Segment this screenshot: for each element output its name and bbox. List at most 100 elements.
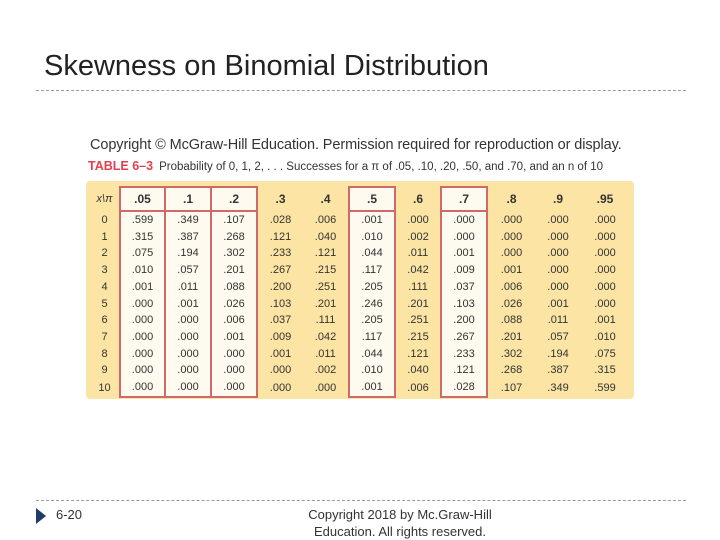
probability-cell: .011 (315, 347, 336, 360)
probability-cell: .000 (269, 364, 292, 377)
probability-cell: .042 (407, 264, 429, 277)
probability-cell: .009 (269, 330, 292, 343)
probability-cell: .000 (119, 345, 166, 363)
probability-cell: .000 (119, 328, 166, 346)
probability-cell: .315 (594, 364, 616, 377)
probability-cell: .268 (500, 364, 523, 377)
probability-cell: .000 (164, 362, 212, 380)
probability-cell: .000 (119, 312, 166, 329)
probability-cell: .000 (594, 280, 616, 293)
table-label: TABLE 6–3 (88, 159, 154, 173)
probability-cell: .201 (500, 330, 523, 343)
probability-cell: .000 (164, 345, 212, 363)
row-x-value: 4 (101, 280, 108, 293)
probability-cell: .088 (500, 314, 523, 327)
column-header: .05 (119, 186, 166, 212)
table-header-row: x\π .05.1.2 .3 .4 .5 .6 .7 .8 .9 .95 (90, 186, 629, 212)
probability-cell: .000 (594, 297, 616, 310)
probability-cell: .011 (547, 314, 569, 327)
probability-cell: .000 (594, 213, 616, 226)
probability-cell: .349 (547, 381, 569, 394)
table-row: 9.000.000.000.000.002.010.040.121.268.38… (90, 362, 629, 380)
probability-cell: .000 (594, 247, 616, 260)
probability-cell: .000 (440, 210, 488, 229)
probability-cell: .000 (500, 247, 523, 260)
title-divider (36, 90, 686, 91)
table-row: 2 .075.194.302 .233 .121 .044 .011 .001 .000 .00… (90, 245, 629, 263)
probability-cell: .002 (407, 230, 429, 243)
probability-cell: .205 (348, 312, 396, 329)
probability-cell: .000 (547, 213, 569, 226)
probability-cell: .000 (164, 328, 212, 346)
table-row: 3 .010.057.201 .267 .215 .117 .042 .009 .001 .00… (90, 262, 629, 279)
probability-cell: .201 (407, 297, 429, 310)
probability-cell: .057 (547, 330, 569, 343)
table-row: 0 .599.349.107 .028 .006 .001 .000 .000 .000 .00… (90, 210, 629, 229)
probability-cell: .121 (407, 347, 429, 360)
probability-cell: .000 (594, 264, 616, 277)
probability-cell: .117 (348, 328, 396, 346)
probability-cell: .001 (594, 314, 616, 327)
table-caption-text: Probability of 0, 1, 2, . . . Successes … (159, 161, 604, 173)
row-x-value: 10 (98, 381, 111, 394)
probability-cell: .010 (348, 362, 396, 380)
column-header: .1 (164, 186, 212, 212)
probability-cell: .246 (348, 295, 396, 313)
probability-cell: .194 (547, 347, 569, 360)
probability-cell: .000 (547, 247, 569, 260)
row-x-value: 1 (101, 230, 108, 243)
probability-cell: .121 (440, 362, 488, 380)
probability-cell: .001 (348, 210, 396, 229)
probability-cell: .000 (269, 381, 292, 394)
table-row: 1 .315.387.268 .121 .040 .010 .002 .000 .000 .00… (90, 228, 629, 246)
probability-cell: .037 (440, 278, 488, 296)
probability-cell: .000 (314, 381, 337, 394)
probability-cell: .302 (500, 347, 523, 360)
probability-cell: .233 (440, 345, 488, 363)
probability-cell: .117 (348, 262, 396, 279)
probability-cell: .000 (500, 230, 523, 243)
footer-divider (36, 500, 686, 501)
row-x-value: 5 (101, 297, 108, 310)
probability-cell: .000 (164, 312, 212, 329)
probability-cell: .057 (164, 262, 212, 279)
probability-cell: .006 (407, 381, 429, 394)
probability-cell: .387 (164, 228, 212, 246)
probability-cell: .000 (440, 228, 488, 246)
probability-cell: .000 (119, 362, 166, 380)
probability-cell: .011 (407, 247, 429, 260)
corner-header: x\π (96, 193, 113, 205)
column-header: .4 (320, 192, 331, 206)
probability-cell: .088 (210, 278, 258, 296)
probability-cell: .121 (269, 230, 292, 243)
binomial-probability-table-panel: x\π .05.1.2.3.4.5.6.7.8.9.95 0.599.349.10… (86, 181, 634, 399)
probability-cell: .233 (269, 247, 292, 260)
table-row: 5.000.001.026.103.201.246.201.103.026.00… (90, 295, 629, 313)
probability-cell: .028 (269, 213, 292, 226)
probability-cell: .103 (269, 297, 292, 310)
column-header: .2 (210, 186, 258, 212)
probability-cell: .010 (348, 228, 396, 246)
column-header: .6 (412, 192, 423, 206)
probability-cell: .001 (547, 297, 569, 310)
probability-cell: .010 (119, 262, 166, 279)
probability-cell: .011 (164, 278, 212, 296)
column-header: .8 (506, 192, 517, 206)
probability-cell: .267 (440, 328, 488, 346)
probability-cell: .000 (500, 213, 523, 226)
probability-cell: .200 (440, 312, 488, 329)
row-x-value: 9 (101, 364, 108, 377)
probability-cell: .215 (407, 330, 429, 343)
table-row: 6.000.000.006.037.111.205.251.200.088.01… (90, 312, 629, 329)
probability-cell: .121 (314, 247, 337, 260)
probability-cell: .107 (500, 381, 523, 394)
image-copyright-notice: Copyright © McGraw-Hill Education. Permi… (90, 137, 622, 153)
probability-cell: .044 (348, 245, 396, 263)
probability-cell: .009 (440, 262, 488, 279)
probability-cell: .040 (314, 230, 337, 243)
probability-cell: .001 (119, 278, 166, 296)
probability-cell: .026 (500, 297, 523, 310)
probability-cell: .194 (164, 245, 212, 263)
column-header: .3 (275, 192, 286, 206)
probability-cell: .075 (119, 245, 166, 263)
